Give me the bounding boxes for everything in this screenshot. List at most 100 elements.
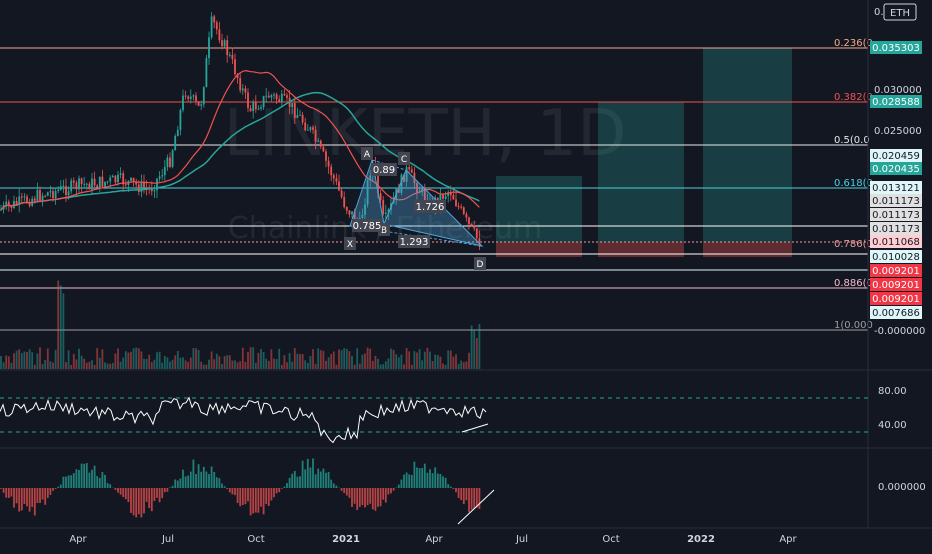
volume-bar xyxy=(141,351,143,369)
candle-body xyxy=(278,99,280,102)
volume-bar xyxy=(128,353,130,369)
volume-bar xyxy=(102,349,104,369)
candle-body xyxy=(63,186,65,187)
candle-body xyxy=(99,177,101,188)
macd-bar xyxy=(138,488,140,514)
macd-bar xyxy=(312,458,314,488)
candle-body xyxy=(458,206,460,207)
macd-bar xyxy=(26,488,28,506)
macd-bar xyxy=(13,488,15,508)
macd-bar xyxy=(221,484,223,488)
price-badge-label: 0.010028 xyxy=(872,252,920,263)
candle-body xyxy=(213,16,215,22)
macd-bar xyxy=(143,488,145,513)
time-tick-apr-2020: Apr xyxy=(69,534,87,545)
volume-bar xyxy=(473,330,475,369)
volume-bar xyxy=(24,351,26,369)
macd-bar xyxy=(429,469,431,488)
macd-bar xyxy=(273,488,275,497)
candle-body xyxy=(21,197,23,198)
volume-bar xyxy=(320,350,322,369)
candle-body xyxy=(73,181,75,183)
macd-bar xyxy=(195,474,197,488)
macd-bar xyxy=(99,478,101,488)
candle-body xyxy=(198,101,200,106)
candle-body xyxy=(341,190,343,197)
volume-bar xyxy=(47,348,49,369)
macd-bar xyxy=(450,487,452,488)
candle-body xyxy=(104,182,106,187)
macd-bar xyxy=(130,488,132,513)
candle-body xyxy=(349,211,351,215)
volume-bar xyxy=(328,357,330,369)
candle-body xyxy=(281,94,283,102)
stop-box-1[interactable] xyxy=(496,242,582,257)
candle-body xyxy=(180,110,182,130)
candle-body xyxy=(380,193,382,200)
macd-zero-label: 0.000000 xyxy=(878,482,926,493)
macd-bar xyxy=(245,488,247,504)
macd-bar xyxy=(440,474,442,488)
macd-bar xyxy=(421,468,423,488)
candle-body xyxy=(466,214,468,217)
volume-bar xyxy=(310,356,312,369)
volume-bar xyxy=(122,358,124,369)
macd-bar xyxy=(206,471,208,488)
macd-bar xyxy=(47,488,49,498)
volume-bar xyxy=(440,357,442,369)
macd-bar xyxy=(330,480,332,488)
candle-body xyxy=(224,40,226,46)
volume-bar xyxy=(13,353,15,369)
candle-body xyxy=(312,127,314,130)
volume-bar xyxy=(307,363,309,369)
candle-body xyxy=(96,185,98,187)
candle-body xyxy=(102,177,104,187)
volume-bar xyxy=(68,350,70,369)
volume-bar xyxy=(278,349,280,369)
volume-bar xyxy=(455,354,457,369)
volume-bar xyxy=(364,354,366,369)
macd-bar xyxy=(351,488,353,507)
macd-bar xyxy=(479,488,481,509)
macd-bar xyxy=(406,473,408,488)
candle-body xyxy=(219,29,221,40)
stop-box-3[interactable] xyxy=(703,242,792,257)
macd-bar xyxy=(154,488,156,501)
target-box-1[interactable] xyxy=(496,176,582,242)
volume-bar xyxy=(130,352,132,369)
target-box-2[interactable] xyxy=(598,102,684,242)
volume-bar xyxy=(232,361,234,369)
candle-body xyxy=(291,103,293,107)
macd-bar xyxy=(310,468,312,488)
macd-bar xyxy=(70,475,72,488)
volume-bar xyxy=(273,359,275,369)
macd-bar xyxy=(349,488,351,498)
macd-bar xyxy=(343,488,345,493)
volume-bar xyxy=(403,364,405,369)
volume-bar xyxy=(177,351,179,369)
candle-body xyxy=(112,176,114,178)
volume-bar xyxy=(393,350,395,369)
volume-bar xyxy=(226,355,228,369)
candle-body xyxy=(299,115,301,116)
point-x-label: X xyxy=(347,240,353,250)
macd-bar xyxy=(380,488,382,506)
macd-bar xyxy=(356,488,358,510)
volume-bar xyxy=(406,348,408,369)
macd-bar xyxy=(39,488,41,503)
stop-box-2[interactable] xyxy=(598,242,684,257)
volume-bar xyxy=(437,355,439,369)
macd-bar xyxy=(21,488,23,510)
volume-bar xyxy=(281,365,283,369)
macd-bar xyxy=(11,488,13,497)
macd-bar xyxy=(447,484,449,488)
volume-bar xyxy=(325,361,327,369)
macd-bar xyxy=(390,488,392,493)
volume-bar xyxy=(424,352,426,369)
candle-body xyxy=(239,78,241,90)
macd-bar xyxy=(255,488,257,512)
volume-bar xyxy=(343,348,345,369)
